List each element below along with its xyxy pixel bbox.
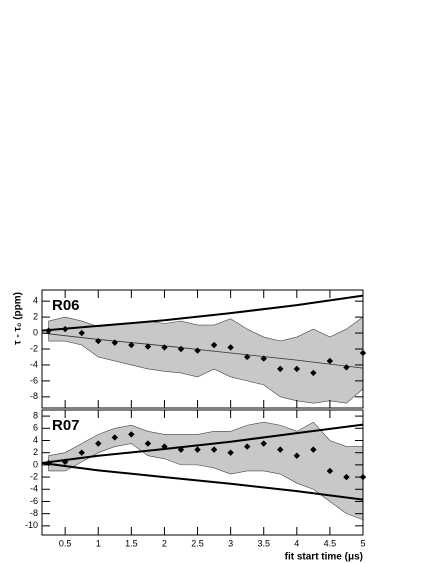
data-point bbox=[144, 440, 152, 447]
y-tick-label: -6 bbox=[30, 375, 38, 385]
data-point bbox=[45, 459, 52, 467]
data-point bbox=[293, 452, 301, 459]
y-tick-label: 0 bbox=[33, 327, 38, 337]
y-tick-label: 4 bbox=[33, 435, 38, 445]
data-point bbox=[128, 431, 135, 438]
data-point bbox=[111, 434, 119, 441]
y-tick-label: 8 bbox=[33, 410, 38, 420]
data-point bbox=[161, 443, 168, 450]
data-point bbox=[177, 446, 185, 453]
y-tick-label: -4 bbox=[30, 484, 38, 494]
plot-border bbox=[41, 409, 364, 536]
x-tick-label: 5 bbox=[360, 538, 365, 548]
x-tick-label: 2 bbox=[162, 538, 167, 548]
y-tick-label: -4 bbox=[30, 359, 38, 369]
data-point bbox=[78, 449, 85, 456]
envelope-curve bbox=[41, 423, 364, 465]
x-tick-label: 1.5 bbox=[125, 538, 138, 548]
data-point bbox=[210, 341, 218, 349]
data-point bbox=[95, 440, 102, 447]
panel-label: R07 bbox=[52, 417, 80, 434]
data-point bbox=[343, 364, 350, 371]
data-point bbox=[95, 337, 102, 345]
data-point bbox=[243, 443, 251, 450]
data-point bbox=[326, 357, 334, 365]
data-point bbox=[61, 458, 69, 466]
data-point bbox=[326, 467, 334, 475]
data-point bbox=[310, 446, 317, 453]
data-point bbox=[293, 365, 301, 373]
x-axis-label: fit start time (μs) bbox=[285, 552, 363, 563]
data-point bbox=[227, 449, 234, 456]
envelope-curve bbox=[41, 462, 364, 501]
data-point bbox=[144, 343, 152, 350]
envelope-curve bbox=[41, 294, 364, 332]
x-tick-label: 4.5 bbox=[324, 538, 337, 548]
data-point bbox=[194, 446, 201, 453]
y-tick-label: 4 bbox=[33, 296, 38, 306]
data-point bbox=[277, 446, 284, 453]
y-tick-label: -10 bbox=[25, 520, 38, 530]
data-point bbox=[128, 341, 135, 349]
data-point bbox=[260, 355, 267, 362]
y-tick-label: 0 bbox=[33, 459, 38, 469]
data-point bbox=[61, 325, 69, 333]
x-tick-label: 1 bbox=[96, 538, 101, 548]
data-point bbox=[78, 329, 85, 337]
data-point bbox=[243, 353, 251, 361]
y-tick-label: 6 bbox=[33, 423, 38, 433]
y-tick-label: -2 bbox=[30, 343, 38, 353]
x-tick-label: 2.5 bbox=[191, 538, 204, 548]
data-point bbox=[194, 347, 201, 354]
y-tick-label: 2 bbox=[33, 311, 38, 321]
x-tick-label: 0.5 bbox=[59, 538, 72, 548]
x-tick-label: 3.5 bbox=[257, 538, 270, 548]
y-tick-label: -8 bbox=[30, 508, 38, 518]
panel-label: R06 bbox=[52, 297, 80, 314]
data-point bbox=[277, 365, 284, 373]
data-point bbox=[45, 327, 52, 334]
y-tick-label: -2 bbox=[30, 471, 38, 481]
data-point bbox=[310, 369, 317, 377]
x-tick-label: 4 bbox=[294, 538, 299, 548]
y-tick-label: -8 bbox=[30, 391, 38, 401]
y-axis-label: τ - τ₀ (ppm) bbox=[13, 292, 24, 345]
data-point bbox=[343, 473, 350, 481]
y-tick-label: -6 bbox=[30, 496, 38, 506]
data-point bbox=[260, 440, 267, 447]
data-point bbox=[161, 344, 168, 351]
x-tick-label: 3 bbox=[228, 538, 233, 548]
data-point bbox=[227, 344, 234, 351]
data-point bbox=[177, 345, 185, 353]
y-tick-label: 2 bbox=[33, 447, 38, 457]
data-point bbox=[210, 446, 218, 453]
data-point bbox=[111, 339, 119, 346]
